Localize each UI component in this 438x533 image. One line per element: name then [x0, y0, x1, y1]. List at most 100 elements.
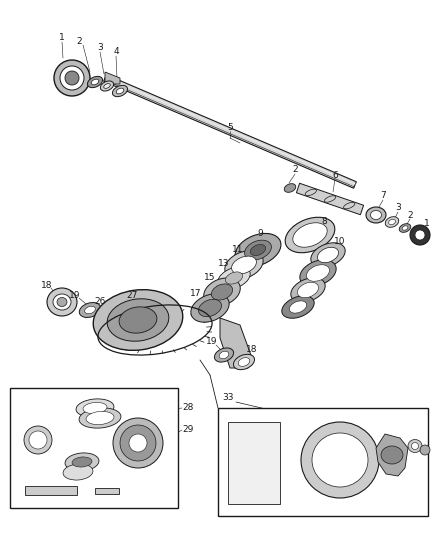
Ellipse shape: [107, 299, 169, 341]
Text: 27: 27: [126, 292, 138, 301]
Ellipse shape: [225, 251, 263, 279]
Ellipse shape: [238, 358, 250, 366]
Text: 33: 33: [222, 393, 233, 402]
Ellipse shape: [285, 217, 335, 253]
Ellipse shape: [119, 307, 157, 333]
Bar: [228, 422, 280, 504]
Ellipse shape: [86, 411, 114, 425]
Ellipse shape: [293, 223, 327, 247]
Text: 5: 5: [227, 124, 233, 133]
Ellipse shape: [120, 425, 156, 461]
Text: 15: 15: [204, 273, 216, 282]
Ellipse shape: [251, 245, 266, 255]
Ellipse shape: [244, 240, 272, 260]
Bar: [95, 488, 119, 494]
Ellipse shape: [79, 408, 121, 428]
Ellipse shape: [91, 79, 99, 85]
Text: 17: 17: [190, 289, 202, 298]
Ellipse shape: [402, 226, 408, 230]
Ellipse shape: [54, 60, 90, 96]
Text: 18: 18: [41, 280, 53, 289]
Polygon shape: [105, 72, 120, 84]
Polygon shape: [220, 318, 252, 368]
Bar: [218, 408, 428, 516]
Ellipse shape: [300, 260, 336, 286]
Text: 1: 1: [59, 34, 65, 43]
Ellipse shape: [116, 88, 124, 94]
Ellipse shape: [290, 301, 307, 313]
Ellipse shape: [232, 256, 256, 274]
Ellipse shape: [420, 445, 430, 455]
Text: 28: 28: [182, 403, 193, 413]
Ellipse shape: [79, 303, 101, 318]
Ellipse shape: [60, 66, 84, 90]
Text: 19: 19: [69, 290, 81, 300]
Text: 10: 10: [334, 237, 346, 246]
Text: 26: 26: [94, 297, 106, 306]
Bar: [10, 388, 178, 508]
Ellipse shape: [63, 464, 93, 480]
Ellipse shape: [218, 266, 250, 289]
Ellipse shape: [100, 81, 113, 91]
Ellipse shape: [198, 300, 222, 317]
Ellipse shape: [83, 402, 107, 414]
Ellipse shape: [24, 426, 52, 454]
Ellipse shape: [88, 76, 102, 87]
Text: 7: 7: [380, 191, 386, 200]
Ellipse shape: [104, 84, 110, 88]
Polygon shape: [297, 183, 364, 215]
Ellipse shape: [76, 399, 114, 417]
Polygon shape: [376, 434, 408, 476]
Polygon shape: [104, 75, 357, 188]
Ellipse shape: [318, 247, 339, 263]
Ellipse shape: [72, 457, 92, 467]
Ellipse shape: [57, 297, 67, 306]
Text: 12: 12: [322, 254, 334, 262]
Text: 30: 30: [140, 456, 152, 464]
Text: 14: 14: [310, 271, 321, 280]
Ellipse shape: [399, 224, 411, 232]
Text: 31: 31: [11, 475, 22, 484]
Ellipse shape: [204, 278, 240, 306]
Text: 3: 3: [395, 204, 401, 213]
Text: 4: 4: [113, 47, 119, 56]
Ellipse shape: [411, 442, 418, 449]
Ellipse shape: [311, 243, 345, 267]
Ellipse shape: [366, 207, 386, 223]
Text: 2: 2: [407, 211, 413, 220]
Text: 13: 13: [218, 260, 230, 269]
Text: 3: 3: [97, 44, 103, 52]
Ellipse shape: [233, 354, 254, 370]
Text: 18: 18: [246, 345, 258, 354]
Ellipse shape: [113, 85, 127, 96]
Ellipse shape: [415, 230, 425, 240]
Ellipse shape: [307, 265, 329, 281]
Ellipse shape: [53, 294, 71, 310]
Text: 2: 2: [292, 166, 298, 174]
Ellipse shape: [226, 272, 243, 284]
Ellipse shape: [113, 418, 163, 468]
Text: 32: 32: [130, 475, 141, 484]
Ellipse shape: [47, 288, 77, 316]
Bar: [25, 486, 77, 495]
Text: 19: 19: [206, 337, 218, 346]
Ellipse shape: [291, 278, 325, 302]
Ellipse shape: [312, 433, 368, 487]
Ellipse shape: [297, 282, 318, 298]
Text: 6: 6: [332, 171, 338, 180]
Text: 8: 8: [321, 217, 327, 227]
Ellipse shape: [282, 296, 314, 318]
Ellipse shape: [371, 211, 381, 220]
Ellipse shape: [129, 434, 147, 452]
Text: 29: 29: [182, 425, 193, 434]
Ellipse shape: [93, 289, 183, 350]
Ellipse shape: [408, 440, 422, 453]
Ellipse shape: [219, 351, 229, 359]
Text: 16: 16: [298, 289, 310, 298]
Ellipse shape: [101, 311, 115, 321]
Text: 1: 1: [424, 219, 430, 228]
Text: 11: 11: [232, 246, 244, 254]
Text: 9: 9: [257, 229, 263, 238]
Ellipse shape: [389, 220, 396, 225]
Ellipse shape: [385, 217, 399, 228]
